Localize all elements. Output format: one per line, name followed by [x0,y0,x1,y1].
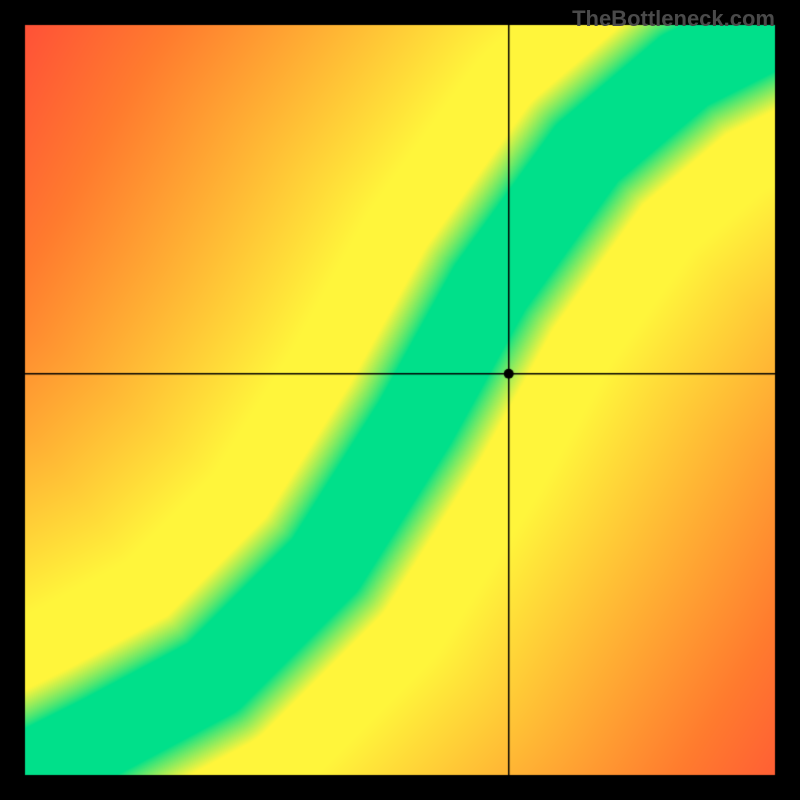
bottleneck-heatmap [0,0,800,800]
chart-container: TheBottleneck.com [0,0,800,800]
watermark-text: TheBottleneck.com [572,6,775,32]
